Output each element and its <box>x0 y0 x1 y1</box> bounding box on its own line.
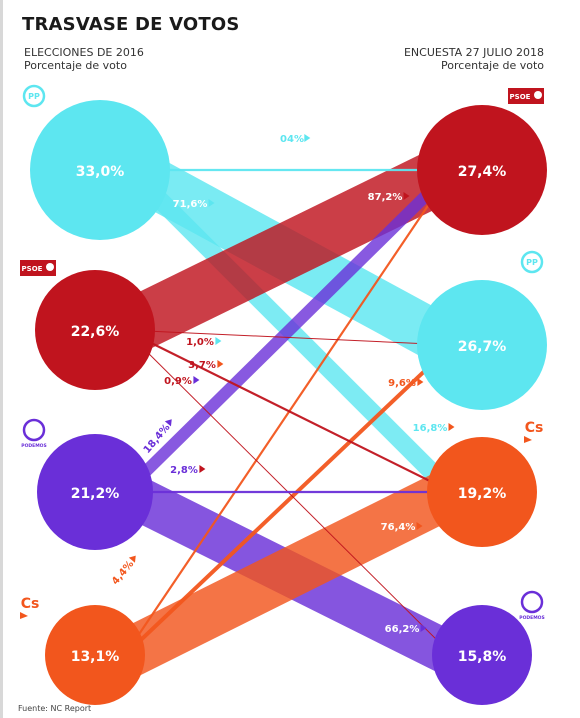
left-node-cs: 13,1% <box>45 605 145 705</box>
flow-label-cs-to-cs: 76,4% <box>381 522 423 533</box>
right-header-line1: ENCUESTA 27 JULIO 2018 <box>403 46 544 59</box>
right-node-value: 15,8% <box>458 649 507 665</box>
right-logo-pp-icon: PP <box>520 250 544 274</box>
flow-arrow-icon <box>193 376 200 384</box>
flow-arrow-icon <box>304 134 311 142</box>
flow-label-text: 2,8% <box>170 465 198 476</box>
flow-label-cs-to-psoe: 4,4% <box>110 555 136 587</box>
right-header-line2: Porcentaje de voto <box>441 59 544 72</box>
left-node-circle <box>35 270 155 390</box>
flow-psoe-to-psoe <box>112 144 465 356</box>
right-node-circle <box>417 280 547 410</box>
flow-label-text: 04% <box>280 134 304 145</box>
flow-label-psoe-to-pp: 1,0% <box>186 337 222 348</box>
flow-label-podemos-to-cs: 2,8% <box>170 465 206 476</box>
svg-text:PODEMOS: PODEMOS <box>21 443 46 449</box>
left-header-line1: ELECCIONES DE 2016 <box>24 46 144 59</box>
left-logo-podemos-icon: PODEMOS <box>21 418 47 449</box>
right-column-header: ENCUESTA 27 JULIO 2018 Porcentaje de vot… <box>404 46 544 72</box>
flow-arrow-icon <box>208 199 215 207</box>
flow-label-text: 9,6% <box>388 378 416 389</box>
left-node-psoe: 22,6% <box>35 270 155 390</box>
flow-label-text: 87,2% <box>368 192 403 203</box>
source-note: Fuente: NC Report <box>18 704 92 713</box>
flow-psoe-to-cs <box>124 329 453 493</box>
svg-text:PSOE: PSOE <box>510 93 531 101</box>
flow-cs-to-cs <box>113 469 464 678</box>
flow-podemos-to-psoe <box>120 165 457 497</box>
right-node-psoe: 27,4% <box>417 105 547 235</box>
svg-text:PP: PP <box>526 258 538 267</box>
flow-label-pp-to-pp: 71,6% <box>173 199 215 210</box>
flow-label-text: 1,0% <box>186 337 214 348</box>
flow-label-text: 71,6% <box>173 199 208 210</box>
right-node-cs: 19,2% <box>427 437 537 547</box>
svg-text:PP: PP <box>28 92 40 101</box>
right-node-value: 26,7% <box>458 339 507 355</box>
right-node-value: 27,4% <box>458 164 507 180</box>
flow-label-pp-to-cs: 16,8% <box>413 423 455 434</box>
flow-arrow-icon <box>215 337 222 345</box>
left-node-circle <box>45 605 145 705</box>
left-logo-pp-icon: PP <box>22 84 46 108</box>
right-logo-cs-icon: Cs <box>524 420 543 443</box>
right-node-circle <box>427 437 537 547</box>
right-node-circle <box>432 605 532 705</box>
flow-label-podemos-to-podemos: 66,2% <box>385 624 427 635</box>
left-node-value: 21,2% <box>71 486 120 502</box>
right-logo-psoe-icon: PSOE <box>508 88 544 104</box>
flow-psoe-to-pp <box>124 329 453 346</box>
flow-label-text: 76,4% <box>381 522 416 533</box>
flow-label-text: 0,9% <box>164 376 192 387</box>
flow-arrow-icon <box>416 522 423 530</box>
right-node-value: 19,2% <box>458 486 507 502</box>
party-logos: PP PSOE PODEMOS Cs PSOE PP Cs PODEMOS <box>20 84 545 621</box>
flow-cs-to-pp <box>123 343 454 657</box>
flow-arrow-icon <box>199 465 206 473</box>
flow-label-psoe-to-cs: 3,7% <box>188 360 224 371</box>
flow-cs-to-psoe <box>124 169 453 656</box>
flow-arrow-icon <box>403 192 410 200</box>
left-node-circle <box>37 434 153 550</box>
flow-arrow-icon <box>420 624 427 632</box>
flow-label-text: 3,7% <box>188 360 216 371</box>
right-node-pp: 26,7% <box>417 280 547 410</box>
flow-arrow-icon <box>164 419 172 427</box>
flow-label-pp-to-psoe: 04% <box>280 134 311 145</box>
flow-label-psoe-to-psoe: 87,2% <box>368 192 410 203</box>
left-node-value: 22,6% <box>71 324 120 340</box>
flow-arrow-icon <box>448 423 455 431</box>
flow-label-psoe-to-podemos: 0,9% <box>164 376 200 387</box>
flow-arrow-icon <box>417 378 424 386</box>
right-node-circle <box>417 105 547 235</box>
left-header-line2: Porcentaje de voto <box>24 59 127 72</box>
flow-arrow-icon <box>217 360 224 368</box>
flow-arrow-icon <box>128 555 136 563</box>
left-node-value: 33,0% <box>76 164 125 180</box>
left-node-value: 13,1% <box>71 649 120 665</box>
left-node-podemos: 21,2% <box>37 434 153 550</box>
left-logo-cs-icon: Cs <box>20 596 39 619</box>
right-node-podemos: 15,8% <box>432 605 532 705</box>
left-node-circle <box>30 100 170 240</box>
left-logo-psoe-icon: PSOE <box>20 260 56 276</box>
flow-label-cs-to-pp: 9,6% <box>388 378 424 389</box>
left-node-pp: 33,0% <box>30 100 170 240</box>
left-column-header: ELECCIONES DE 2016 Porcentaje de voto <box>24 46 144 72</box>
svg-text:PSOE: PSOE <box>22 265 43 273</box>
left-edge-rule <box>0 0 3 718</box>
right-logo-podemos-icon: PODEMOS <box>519 590 545 621</box>
svg-text:PODEMOS: PODEMOS <box>519 615 544 621</box>
flow-label-text: 16,8% <box>413 423 448 434</box>
svg-text:Cs: Cs <box>21 596 40 612</box>
page-title: TRASVASE DE VOTOS <box>22 14 240 35</box>
svg-text:Cs: Cs <box>525 420 544 436</box>
flow-label-text: 4,4% <box>110 559 136 587</box>
flow-label-text: 66,2% <box>385 624 420 635</box>
party-nodes: 33,0% 22,6% 21,2% 13,1% 27,4% 26,7% 19,2% 15,8% <box>30 100 547 705</box>
flow-bands <box>112 144 465 678</box>
